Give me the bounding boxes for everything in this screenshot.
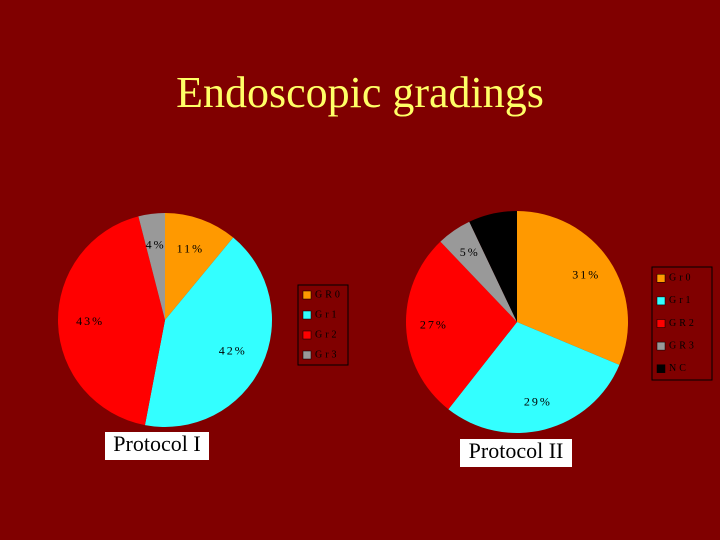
pie-slice (138, 213, 165, 320)
legend-swatch (656, 341, 666, 351)
legend-box (297, 284, 349, 366)
legend-label: Gr1 (315, 309, 340, 320)
legend-swatch (656, 274, 666, 283)
legend-label: NC (669, 363, 689, 374)
pie-slice (165, 213, 234, 320)
data-label: 11% (177, 241, 205, 255)
data-label: 29% (524, 394, 552, 408)
legend-swatch (302, 290, 312, 300)
legend-swatch (656, 296, 666, 306)
legend-swatch (302, 330, 312, 340)
legend-label: Gr2 (315, 329, 340, 340)
legend-label: Gr1 (669, 295, 694, 306)
data-label: 42% (219, 344, 247, 358)
data-label: 4% (146, 237, 166, 251)
data-label: 27% (420, 318, 448, 332)
legend-swatch (302, 310, 312, 320)
legend-label: Gr3 (315, 349, 340, 360)
legend-label: Gr0 (669, 273, 694, 284)
caption-box (105, 432, 209, 460)
pie-slice (406, 241, 517, 410)
data-label: 31% (572, 268, 600, 282)
legend-label: GR3 (669, 340, 697, 351)
pie-slice (517, 211, 629, 365)
legend-label: GR2 (669, 318, 697, 329)
caption: Protocol II (469, 438, 564, 463)
slide-title: Endoscopic gradings (176, 68, 544, 117)
legend-swatch (656, 364, 666, 373)
pie-slice (144, 237, 272, 427)
legend-label: GR0 (315, 289, 343, 300)
caption-box (460, 439, 572, 467)
legend-swatch (656, 319, 666, 328)
pie-slice (448, 322, 620, 433)
data-label: 7% (489, 233, 509, 247)
caption: Protocol I (113, 431, 200, 456)
data-label: 5% (460, 245, 480, 259)
legend-swatch (302, 350, 312, 360)
data-label: 43% (76, 314, 104, 328)
pie-slice (440, 221, 517, 322)
pie-slice (57, 216, 166, 426)
legend-box (651, 266, 713, 381)
pie-slice (469, 211, 517, 322)
